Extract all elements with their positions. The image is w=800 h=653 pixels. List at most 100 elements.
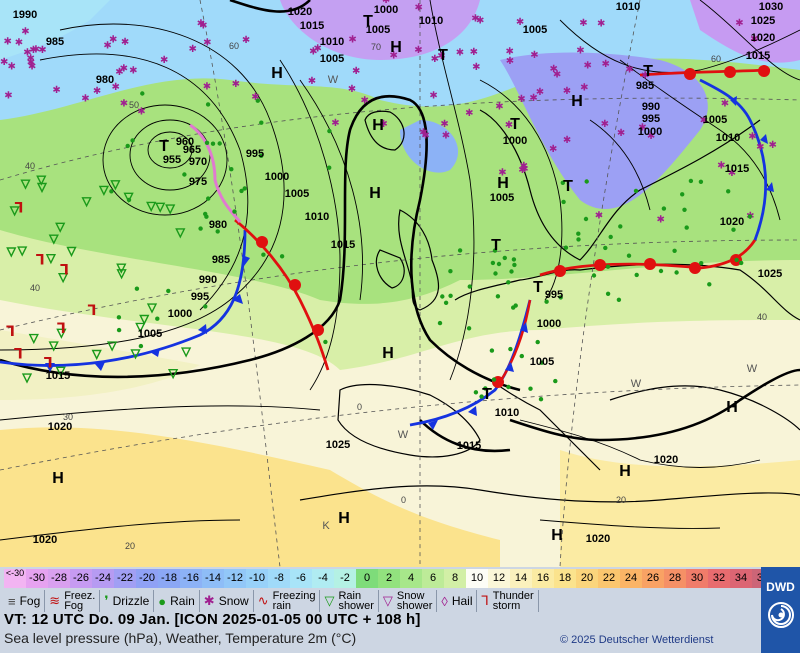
rain-symbol — [576, 237, 581, 242]
snow-symbol: ✱ — [465, 108, 473, 119]
rain-shower-symbol — [55, 366, 66, 377]
rain-symbol — [561, 199, 566, 205]
snow-symbol: ✱ — [390, 50, 398, 61]
low-center: T — [533, 279, 543, 296]
high-center: H — [390, 39, 402, 56]
snow-symbol: ✱ — [242, 35, 250, 46]
snow-symbol: ✱ — [0, 57, 8, 68]
weak-marker: W — [398, 429, 409, 441]
temperature-label: 40 — [25, 161, 35, 171]
rain-symbol — [204, 140, 210, 145]
snow-symbol: ✱ — [203, 81, 211, 92]
isobar-label: 1025 — [758, 268, 782, 280]
rain-symbol — [528, 386, 533, 391]
rain-symbol — [232, 209, 237, 214]
snow-symbol: ✱ — [495, 102, 503, 113]
dwd-logo[interactable]: DWD — [761, 567, 800, 653]
snow-symbol: ✱ — [456, 47, 464, 58]
rain-symbol — [699, 261, 704, 266]
graticule — [0, 0, 800, 567]
legend-item-fog: ≡ Fog — [4, 590, 46, 612]
bold-isobars — [0, 0, 800, 453]
scale-cell: -20 — [136, 569, 158, 588]
warm-front-europe — [539, 239, 757, 277]
snow-symbol: ✱ — [756, 142, 764, 153]
low-pressure-centers: T T T T T T T T T — [159, 13, 653, 403]
rain-shower-symbol — [98, 185, 110, 196]
rain-symbol — [443, 300, 449, 305]
snow-symbol: ✱ — [518, 165, 526, 176]
rain-symbol — [672, 248, 677, 253]
snow-symbol: ✱ — [4, 37, 12, 48]
snow-symbol: ✱ — [471, 14, 479, 25]
legend-item-label: Rain — [170, 594, 195, 608]
isobar-label: 1010 — [305, 211, 329, 223]
rain-symbol — [138, 343, 144, 349]
low-center: T — [491, 237, 501, 254]
snow-symbol: ✱ — [38, 45, 46, 56]
rain-symbol — [508, 346, 513, 352]
isobar-label: 970 — [189, 156, 207, 168]
low-center: T — [510, 116, 520, 133]
isobar-label: 1030 — [759, 1, 783, 13]
rain-shower-symbol — [116, 269, 127, 280]
isobar-label: 1000 — [638, 126, 662, 138]
isobar-label: 985 — [636, 80, 654, 92]
rain-shower-symbol — [48, 341, 59, 352]
rain-shower-symbol — [28, 333, 39, 345]
rain-symbol — [634, 272, 639, 278]
rain-symbol — [603, 245, 608, 251]
isobar-label: 1005 — [490, 192, 514, 204]
legend-item-label: Snow shower — [396, 590, 433, 612]
isobar-label: 1015 — [331, 239, 355, 251]
rain-symbol — [583, 216, 589, 222]
legend-item-drizzle: ❜ Drizzle — [100, 590, 155, 612]
legend-item-freezing-fog: ≋ Freez. Fog — [45, 590, 101, 612]
snow-symbol: ✱ — [563, 135, 571, 146]
rain-symbol — [512, 262, 517, 268]
rain-symbol — [576, 231, 581, 236]
legend-item-thunderstorm: Ꞁ Thunder storm — [477, 590, 539, 612]
rain-symbol — [490, 260, 496, 266]
snow-symbol: ✱ — [103, 40, 111, 51]
low-center: T — [438, 47, 448, 64]
north-africa-coast — [299, 485, 800, 503]
legend-item-label: Rain shower — [338, 590, 374, 612]
rain-symbol — [539, 360, 544, 365]
snow-symbol: ✱ — [536, 87, 544, 98]
rain-symbol — [495, 294, 501, 299]
scale-cell: -24 — [92, 569, 114, 588]
legend-item-snow: ✱ Snow — [200, 590, 254, 612]
rain-symbol — [496, 261, 502, 267]
snow-symbol: ✱ — [361, 96, 369, 107]
thunderstorm-icon: Ꞁ — [481, 593, 489, 608]
isobar-label: 1005 — [366, 24, 390, 36]
snow-symbol: ✱ — [429, 90, 437, 101]
temperature-field-cold-west — [0, 0, 110, 60]
freezing-rain-icon: ∿ — [257, 593, 269, 608]
rain-symbol — [109, 189, 114, 194]
rain-shower-symbol — [175, 228, 186, 239]
snow-symbol: ✱ — [657, 215, 665, 226]
rain-symbol — [731, 227, 736, 232]
isobar-label: 1005 — [703, 114, 727, 126]
snow-symbol: ✱ — [550, 64, 558, 75]
snow-symbol: ✱ — [8, 62, 16, 73]
temperature-label: 20 — [125, 541, 135, 551]
snow-symbol: ✱ — [203, 38, 211, 49]
high-center: H — [271, 65, 283, 82]
rain-symbol — [544, 299, 549, 304]
snow-symbol: ✱ — [579, 18, 587, 29]
rain-symbol — [684, 225, 689, 230]
rain-symbol — [134, 286, 140, 291]
snow-symbol: ✱ — [476, 16, 484, 27]
rain-symbol — [616, 297, 622, 302]
snow-symbol: ✱ — [4, 91, 12, 102]
rain-symbol — [747, 214, 753, 219]
high-center: H — [372, 117, 384, 134]
temperature-label: 40 — [30, 283, 40, 293]
temperature-field-cold — [0, 0, 800, 120]
thunderstorm-symbol: Ꞁ — [14, 347, 23, 363]
rain-symbol — [626, 253, 632, 258]
cold-front-east — [699, 78, 768, 241]
